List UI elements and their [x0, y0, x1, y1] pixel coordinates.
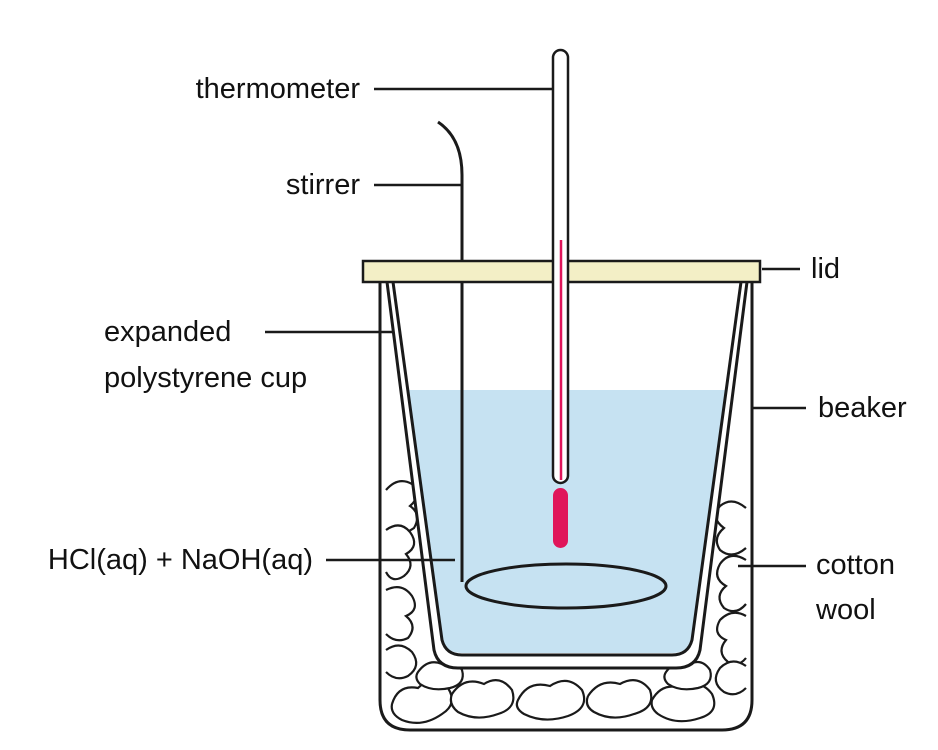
cup-label-line2: polystyrene cup	[104, 362, 308, 394]
stirrer-rod	[437, 120, 464, 582]
thermometer-label: thermometer	[195, 73, 360, 105]
stirrer-ring	[464, 562, 668, 610]
stirrer-label: stirrer	[285, 169, 360, 201]
cotton-wool-label-line1: cotton	[816, 549, 895, 581]
cotton-wool-label-line2: wool	[816, 594, 876, 626]
thermometer-bulb	[553, 488, 568, 548]
polystyrene-cup-inner	[391, 281, 743, 657]
lid-label: lid	[811, 253, 841, 285]
beaker-label: beaker	[818, 392, 907, 424]
cotton-wool	[385, 479, 747, 725]
cup-label-line1: expanded	[104, 316, 232, 348]
solution-label: HCl(aq) + NaOH(aq)	[47, 544, 313, 576]
